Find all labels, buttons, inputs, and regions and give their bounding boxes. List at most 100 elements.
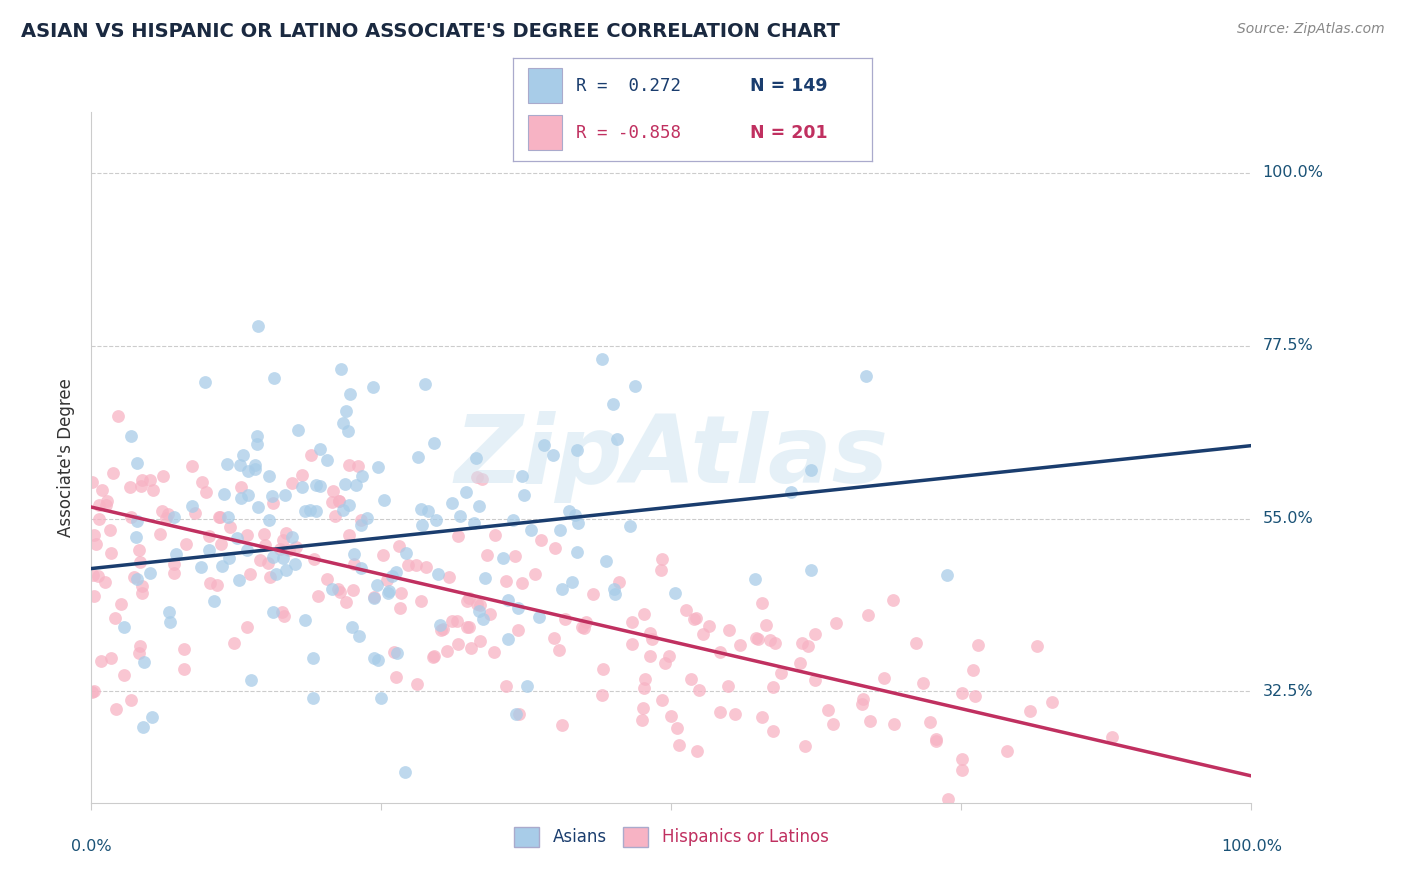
Point [603, 582, 626, 596]
Point [548, 523, 571, 537]
Text: ZipAtlas: ZipAtlas [454, 411, 889, 503]
Point [96, 494, 118, 508]
Point [118, 480, 141, 494]
Point [468, 604, 491, 618]
Point [564, 508, 586, 523]
Point [110, 597, 132, 611]
Point [640, 649, 662, 664]
Point [104, 611, 127, 625]
Point [253, 538, 276, 552]
Point [128, 543, 150, 558]
Point [1101, 730, 1123, 744]
Point [441, 496, 464, 510]
Point [551, 582, 574, 596]
Point [524, 566, 547, 581]
Point [950, 751, 973, 765]
Point [508, 707, 530, 722]
Point [468, 499, 491, 513]
Point [437, 569, 460, 583]
Point [852, 691, 875, 706]
Point [165, 547, 187, 561]
Text: N = 149: N = 149 [749, 77, 827, 95]
Point [554, 612, 576, 626]
Point [396, 558, 419, 573]
Point [1019, 704, 1042, 718]
Bar [527, 68, 561, 103]
Point [131, 579, 153, 593]
Point [205, 578, 228, 592]
Point [558, 504, 581, 518]
Point [94, 574, 117, 589]
Point [337, 527, 360, 541]
Point [709, 645, 731, 659]
Point [198, 543, 221, 558]
Point [411, 518, 433, 533]
Point [262, 496, 284, 510]
Point [299, 448, 322, 462]
Point [683, 612, 706, 626]
Point [107, 409, 129, 424]
Point [415, 560, 437, 574]
Point [620, 637, 643, 651]
Point [82, 567, 104, 582]
Point [224, 636, 246, 650]
Point [924, 732, 946, 747]
Point [276, 526, 298, 541]
Point [124, 530, 146, 544]
Point [104, 702, 127, 716]
Point [561, 574, 583, 589]
Point [90, 654, 112, 668]
Point [912, 676, 935, 690]
Point [344, 478, 367, 492]
Point [125, 457, 148, 471]
Point [125, 572, 148, 586]
Point [328, 494, 350, 508]
Point [100, 651, 122, 665]
Text: ASIAN VS HISPANIC OR LATINO ASSOCIATE'S DEGREE CORRELATION CHART: ASIAN VS HISPANIC OR LATINO ASSOCIATE'S … [21, 22, 839, 41]
Point [394, 765, 416, 780]
Point [436, 644, 458, 658]
Point [302, 551, 325, 566]
Point [202, 594, 225, 608]
Point [548, 643, 571, 657]
Point [271, 551, 294, 566]
Point [226, 531, 249, 545]
Point [363, 651, 385, 665]
Point [474, 571, 496, 585]
Point [269, 541, 291, 556]
Point [495, 574, 517, 589]
Point [347, 629, 370, 643]
Point [426, 567, 449, 582]
Point [330, 362, 353, 376]
Point [278, 543, 301, 558]
Point [744, 572, 766, 586]
Point [630, 713, 652, 727]
Point [112, 620, 135, 634]
Point [337, 498, 360, 512]
Point [101, 466, 124, 480]
Point [471, 472, 494, 486]
Point [309, 442, 332, 456]
Point [825, 616, 848, 631]
Point [591, 351, 613, 366]
Point [271, 605, 294, 619]
Point [299, 502, 322, 516]
Point [950, 686, 973, 700]
Point [762, 724, 785, 739]
Point [363, 591, 385, 606]
Point [236, 543, 259, 558]
Point [335, 595, 357, 609]
Point [502, 513, 524, 527]
Point [389, 586, 412, 600]
Point [294, 613, 316, 627]
Point [821, 717, 844, 731]
Point [512, 488, 534, 502]
Text: 77.5%: 77.5% [1263, 338, 1313, 353]
Point [506, 600, 529, 615]
Point [925, 734, 948, 748]
Point [882, 592, 904, 607]
Point [94, 499, 117, 513]
Point [503, 549, 526, 563]
Point [883, 716, 905, 731]
Point [747, 632, 769, 646]
